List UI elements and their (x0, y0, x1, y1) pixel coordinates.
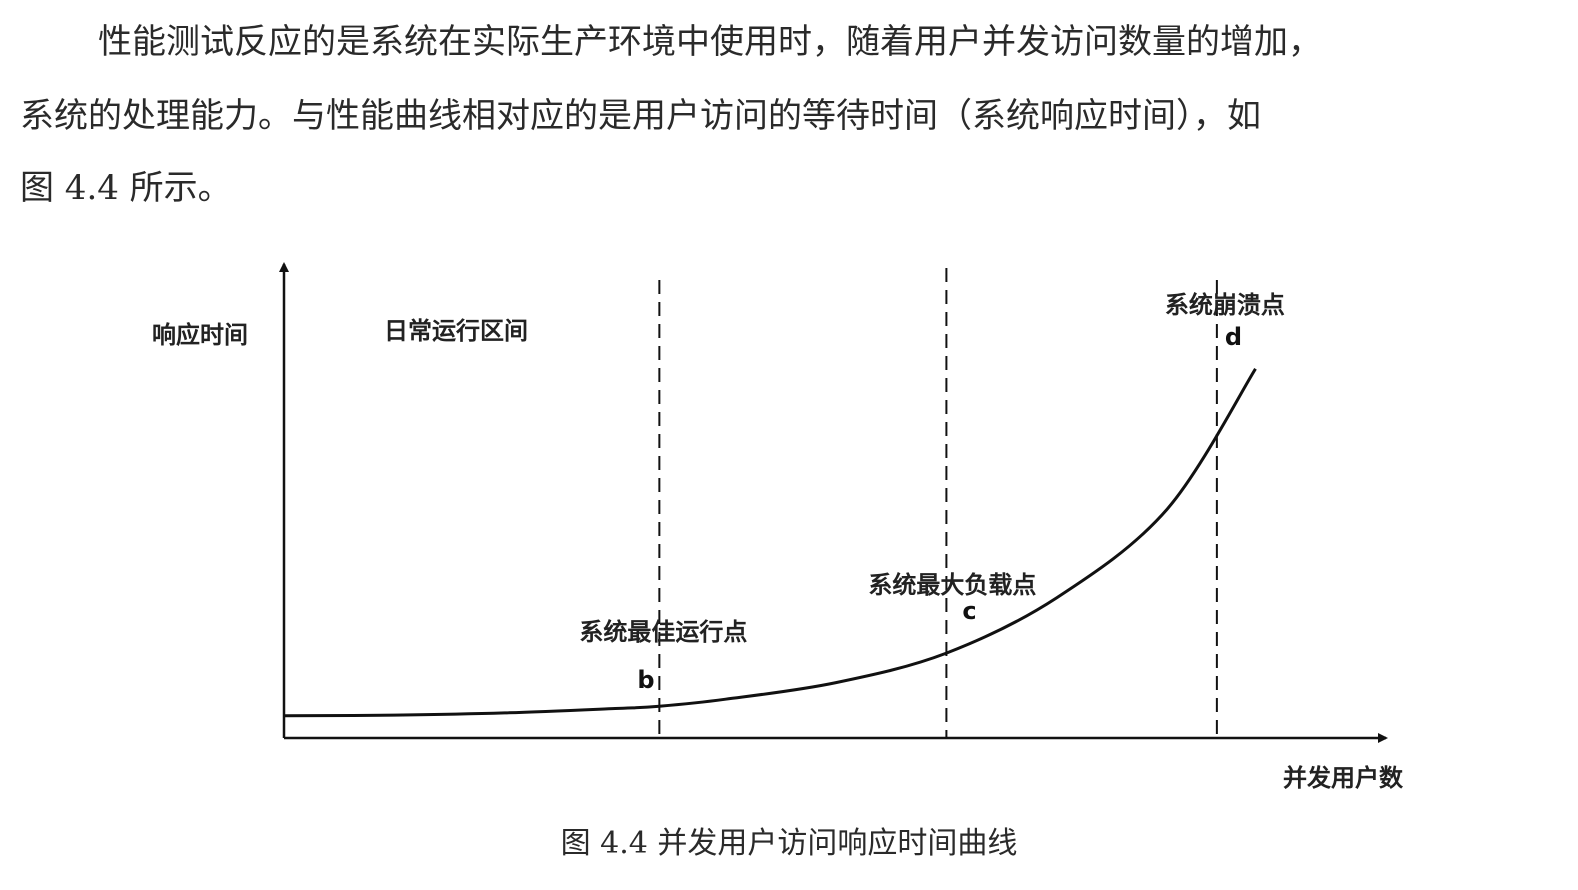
y-axis-label: 响应时间 (152, 321, 248, 349)
axes (279, 262, 1388, 743)
paragraph-line-3: 图 4.4 所示。 (20, 168, 232, 208)
marker-label: 系统最大负载点 (868, 571, 1036, 599)
marker-point-letter: b (637, 666, 654, 694)
vertical-reference-lines (658, 268, 1218, 738)
paragraph-line-1: 性能测试反应的是系统在实际生产环境中使用时，随着用户并发访问数量的增加， (98, 22, 1322, 62)
curve-layer (283, 368, 1257, 718)
paragraph-line-2: 系统的处理能力。与性能曲线相对应的是用户访问的等待时间（系统响应时间），如 (20, 96, 1261, 136)
normal-operation-region-label: 日常运行区间 (384, 317, 528, 345)
marker-point-letter: d (1225, 323, 1242, 351)
marker-point-letter: c (962, 597, 976, 625)
marker-label: 系统崩溃点 (1165, 291, 1285, 319)
marker-label: 系统最佳运行点 (579, 618, 747, 646)
chart-labels: 响应时间 并发用户数 日常运行区间 (152, 317, 1404, 792)
figure-caption: 图 4.4 并发用户访问响应时间曲线 (560, 826, 1018, 861)
response-time-curve (283, 368, 1257, 718)
x-axis-label: 并发用户数 (1283, 764, 1404, 792)
